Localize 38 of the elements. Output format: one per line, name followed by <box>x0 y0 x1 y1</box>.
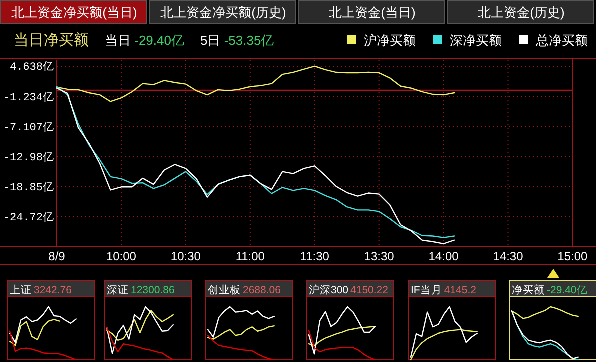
text: 北上资金(当日) <box>329 5 416 20</box>
chart-subtitle: 3242.76 <box>34 284 72 296</box>
chart-subtitle: 4150.22 <box>350 284 389 296</box>
chart-title: 净买额 <box>512 284 545 296</box>
text: 北上资金净买额(历史) <box>160 5 286 20</box>
x-tick-label: 15:00 <box>558 250 588 264</box>
x-tick-label: 14:00 <box>428 250 460 264</box>
y-tick-label: -1.234亿 <box>3 91 54 104</box>
y-tick-label: -7.107亿 <box>3 121 54 134</box>
chart-title: 深证 <box>107 284 129 296</box>
chart-title: 创业板 <box>208 284 241 296</box>
chart-subtitle: -29.40亿 <box>547 284 588 296</box>
legend-label: 深净买额 <box>450 33 502 48</box>
legend-label: 总净买额 <box>535 33 588 48</box>
chart-title: 上证 <box>10 284 32 296</box>
x-tick-label: 11:30 <box>300 250 330 264</box>
text: 北上资金(历史) <box>478 5 565 20</box>
line-series <box>56 66 456 102</box>
text: 当日 -29.40亿 <box>105 33 184 48</box>
y-tick-label: -18.85亿 <box>3 181 54 194</box>
x-tick-label: 11:00 <box>236 250 266 264</box>
x-tick-label: 13:30 <box>364 250 395 264</box>
y-tick-label: -24.72亿 <box>3 211 54 224</box>
x-tick-label: 14:30 <box>493 250 524 264</box>
chart-title: 沪深300 <box>309 284 349 296</box>
y-tick-label: 4.638亿 <box>10 61 54 74</box>
x-tick-label: 10:30 <box>170 250 202 264</box>
chart-title: IF当月 <box>411 284 442 296</box>
chart-title: 当日净买额 <box>14 32 89 49</box>
chart-subtitle: 4145.2 <box>444 284 477 296</box>
y-tick-label: -12.98亿 <box>3 151 54 164</box>
chart-subtitle: 2688.06 <box>243 284 282 296</box>
chart-subtitle: 12300.86 <box>131 284 175 296</box>
text: 5日 -53.35亿 <box>200 33 274 48</box>
x-tick-label: 10:00 <box>106 250 137 264</box>
x-tick-label: 8/9 <box>48 250 66 264</box>
text: 北上资金净买额(当日) <box>12 5 138 20</box>
legend-label: 沪净买额 <box>364 33 416 48</box>
